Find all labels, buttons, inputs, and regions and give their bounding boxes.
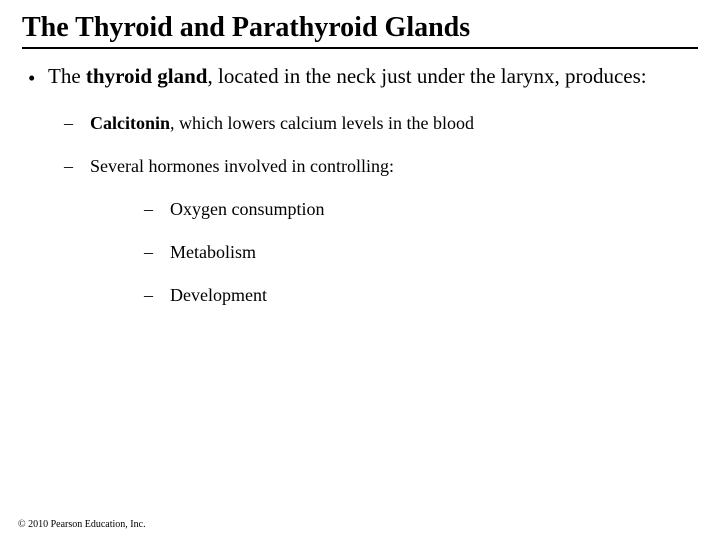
subsub-c: Development xyxy=(170,285,267,306)
intro-rest: , located in the neck just under the lar… xyxy=(207,64,646,88)
bullet-level3: – Metabolism xyxy=(144,242,698,263)
copyright-text: © 2010 Pearson Education, Inc. xyxy=(18,519,146,530)
sub1-bold: Calcitonin xyxy=(90,113,170,133)
slide-title: The Thyroid and Parathyroid Glands xyxy=(22,12,698,49)
bullet-level3: – Development xyxy=(144,285,698,306)
subsub-a: Oxygen consumption xyxy=(170,199,325,220)
intro-prefix: The xyxy=(48,64,86,88)
dash-icon: – xyxy=(144,199,170,220)
dash-icon: – xyxy=(64,113,90,134)
subsub-b: Metabolism xyxy=(170,242,256,263)
dash-icon: – xyxy=(144,285,170,306)
bullet-level2: – Several hormones involved in controlli… xyxy=(64,156,698,177)
bullet-level1: • The thyroid gland, located in the neck… xyxy=(28,63,698,91)
intro-bold: thyroid gland xyxy=(86,64,208,88)
bullet-level3: – Oxygen consumption xyxy=(144,199,698,220)
bullet-dot: • xyxy=(28,63,48,91)
sub1-text: Calcitonin, which lowers calcium levels … xyxy=(90,113,474,134)
bullet-text: The thyroid gland, located in the neck j… xyxy=(48,63,698,91)
sub1-rest: , which lowers calcium levels in the blo… xyxy=(170,113,474,133)
dash-icon: – xyxy=(64,156,90,177)
bullet-level2: – Calcitonin, which lowers calcium level… xyxy=(64,113,698,134)
sub2-text: Several hormones involved in controlling… xyxy=(90,156,394,177)
dash-icon: – xyxy=(144,242,170,263)
